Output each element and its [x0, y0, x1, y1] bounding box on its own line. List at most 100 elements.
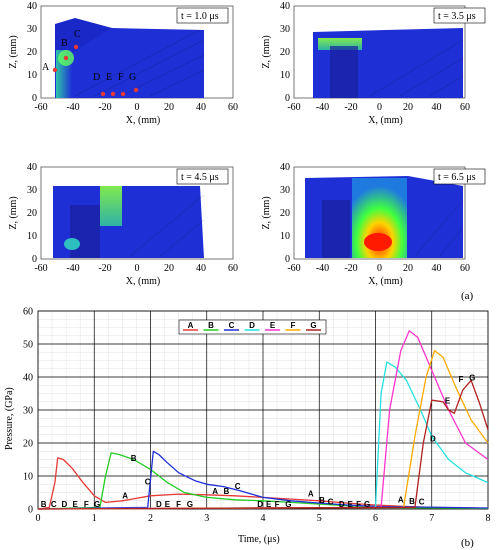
time-box	[433, 168, 486, 185]
sim-y-tick-label: 40	[27, 1, 37, 12]
chart-xlabel: Time, (μs)	[238, 534, 280, 545]
legend-label-c: C	[229, 321, 235, 330]
chart-ticks: 0 1 2 3 4 5 6 7 8 0 10 20 30 40 50 60	[23, 307, 491, 525]
sim-x-tick-label: -60	[287, 263, 300, 274]
y-tick-label: 40	[23, 373, 33, 384]
x-tick-label: 0	[36, 513, 41, 524]
panel-4: t = 6.5 μs	[293, 166, 486, 260]
sim-x-tick-label: 0	[377, 102, 382, 113]
point-label-b: B	[61, 38, 68, 49]
sim-xlabel: X, (mm)	[126, 276, 160, 287]
y-tick-label: 60	[23, 307, 33, 318]
sim-ylabel: Z, (mm)	[261, 35, 272, 68]
curve-label: D	[156, 500, 162, 509]
x-tick-label: 3	[204, 513, 209, 524]
curve-label: A	[308, 489, 314, 498]
legend-label-e: E	[270, 321, 276, 330]
projectile	[55, 18, 112, 70]
curve-label: F	[459, 375, 464, 384]
panel-3: t = 4.5 μs	[40, 166, 234, 260]
sim-x-tick-label: -40	[316, 102, 329, 113]
curve-label: D	[257, 500, 263, 509]
x-tick-label: 4	[261, 513, 266, 524]
curve-label: G	[364, 500, 370, 509]
point-label-c: C	[74, 29, 81, 40]
sim-x-tick-label: 0	[377, 263, 382, 274]
series-line-b	[37, 452, 489, 510]
time-label: t = 4.5 μs	[181, 172, 219, 183]
curve-label: G	[94, 500, 100, 509]
curve-label: B	[409, 497, 415, 506]
grid	[37, 310, 489, 510]
curve-label: B	[319, 496, 325, 505]
sim-ylabel: Z, (mm)	[8, 35, 19, 68]
curve-label: A	[212, 487, 218, 496]
chart-ylabel: Pressure, (GPa)	[4, 387, 15, 450]
panel-2: t = 3.5 μs	[293, 5, 486, 99]
sim-x-tick-label: 0	[135, 263, 140, 274]
hot-spot	[64, 238, 80, 250]
curve-label: C	[51, 500, 57, 509]
sim-x-tick-label: -40	[66, 102, 79, 113]
curve-label: C	[145, 477, 151, 486]
curve-label: E	[165, 500, 171, 509]
sim-x-tick-label: 0	[135, 102, 140, 113]
x-tick-label: 8	[486, 513, 491, 524]
curve-label: F	[356, 500, 361, 509]
sim-x-tick-label: -40	[316, 263, 329, 274]
legend-label-d: D	[249, 321, 255, 330]
sim-y-tick-label: 0	[285, 254, 290, 265]
sim-x-tick-label: 40	[432, 102, 442, 113]
series-lines	[37, 330, 489, 510]
sim-y-tick-label: 10	[280, 231, 290, 242]
sim-x-tick-label: -20	[98, 102, 111, 113]
sim-ylabel: Z, (mm)	[261, 196, 272, 229]
x-tick-label: 5	[317, 513, 322, 524]
y-tick-label: 50	[23, 340, 33, 351]
cold-column	[70, 205, 100, 258]
sim-y-tick-label: 30	[27, 185, 37, 196]
sim-x-tick-label: -20	[98, 263, 111, 274]
curve-label: A	[122, 491, 128, 500]
sim-y-tick-label: 10	[280, 70, 290, 81]
y-tick-label: 10	[23, 472, 33, 483]
time-box	[176, 7, 229, 24]
time-label: t = 6.5 μs	[438, 172, 476, 183]
x-tick-label: 7	[429, 513, 434, 524]
x-tick-label: 2	[148, 513, 153, 524]
mesh-lines	[129, 194, 205, 257]
sim-x-tick-label: 60	[228, 102, 238, 113]
sim-x-tick-label: -20	[344, 263, 357, 274]
legend-label-a: A	[188, 321, 194, 330]
sim-x-tick-label: 60	[228, 263, 238, 274]
figure-label-a: (a)	[461, 290, 474, 302]
sim-x-tick-label: -60	[287, 102, 300, 113]
sim-y-tick-label: 30	[280, 24, 290, 35]
sim-y-tick-label: 20	[27, 47, 37, 58]
sim-y-tick-label: 20	[27, 208, 37, 219]
curve-label: D	[430, 434, 436, 443]
x-tick-label: 6	[373, 513, 378, 524]
curve-label: F	[176, 500, 181, 509]
series-line-c	[37, 450, 489, 510]
legend-label-b: B	[208, 321, 214, 330]
curve-label: F	[275, 500, 280, 509]
sim-x-tick-label: 20	[164, 263, 174, 274]
legend-label-g: G	[310, 321, 316, 330]
hot-spot	[364, 233, 392, 251]
curve-label: C	[328, 497, 334, 506]
mesh-lines	[369, 39, 464, 97]
mesh-lines	[414, 199, 464, 257]
sim-xlabel: X, (mm)	[126, 115, 160, 126]
gauge-points	[52, 44, 139, 97]
legend-label-f: F	[291, 321, 296, 330]
sim-xlabel: X, (mm)	[368, 276, 402, 287]
sim-x-tick-label: 40	[432, 263, 442, 274]
curve-label: C	[419, 498, 425, 507]
time-box	[433, 7, 486, 24]
curve-label: G	[285, 500, 291, 509]
sim-y-tick-label: 40	[27, 162, 37, 173]
